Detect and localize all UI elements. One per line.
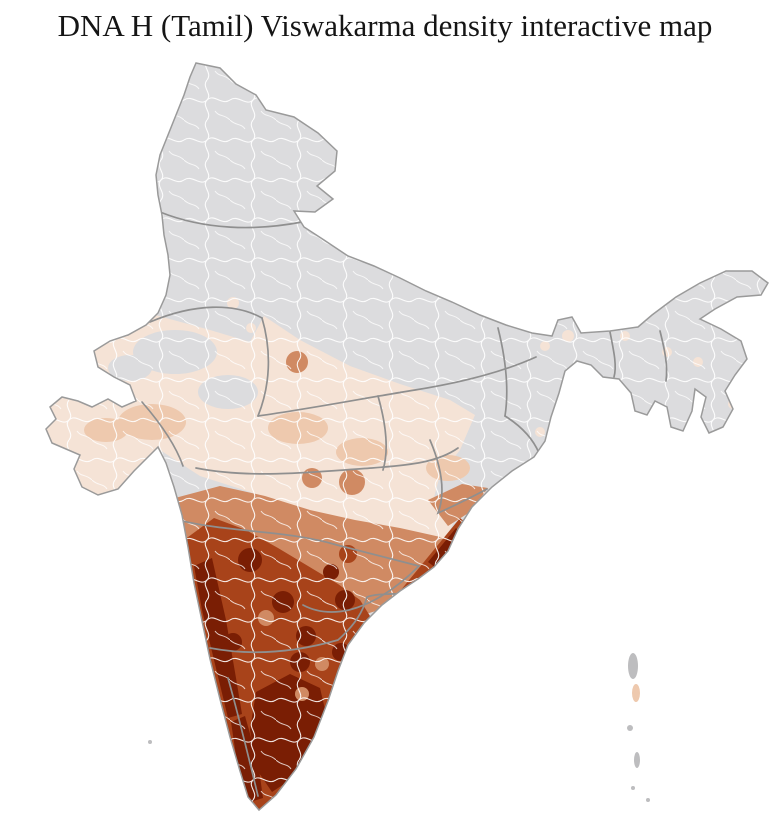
andaman-nicobar-islands[interactable] [627,653,650,802]
state-border-line [195,447,459,475]
island[interactable] [646,798,650,802]
state-border-line [609,331,617,378]
state-border-line [302,565,420,613]
state-border-line [227,677,259,797]
state-border-line [377,395,387,471]
state-border-line [504,415,540,454]
india-outline [45,62,769,812]
island[interactable] [628,653,638,679]
island[interactable] [627,725,633,731]
island[interactable] [632,684,640,702]
island[interactable] [631,786,635,790]
state-border-line [429,439,488,515]
state-border-line [159,211,303,229]
state-border-line [149,306,263,323]
state-border-line [209,590,415,653]
map-title: DNA H (Tamil) Viswakarma density interac… [57,8,713,43]
lakshadweep-island[interactable] [148,740,152,744]
state-border-line [257,317,270,417]
region-north-speck[interactable] [608,384,616,392]
island[interactable] [634,752,640,768]
state-border-line [659,330,668,382]
state-border-line [177,519,420,567]
state-border-line [141,401,184,467]
state-border-line [497,327,508,417]
state-border-line [257,356,537,417]
state-borders [141,211,668,797]
